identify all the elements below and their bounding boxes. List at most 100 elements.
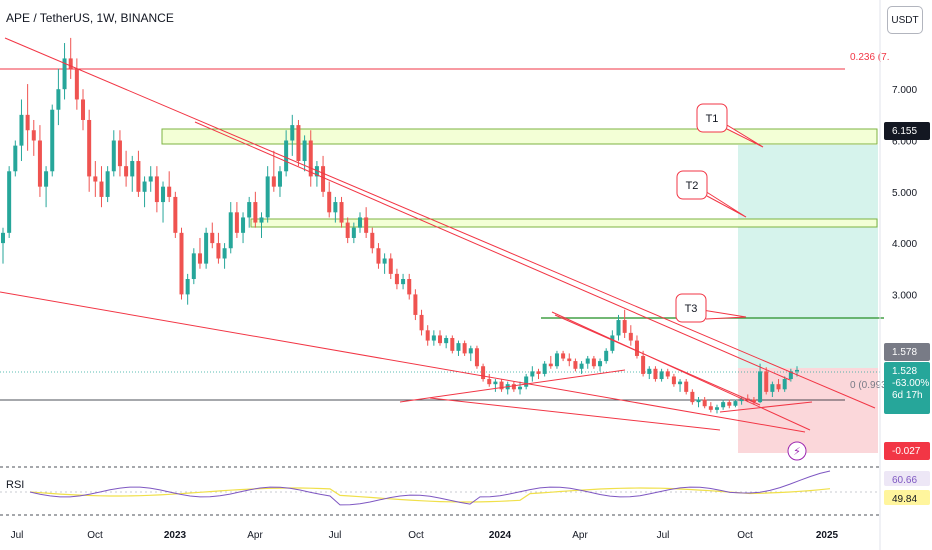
- rsi-ma-line: [29, 487, 831, 503]
- callout-pointer: [696, 185, 747, 218]
- candle-body: [425, 330, 430, 341]
- candle-body: [659, 371, 664, 380]
- candle-body: [444, 338, 449, 344]
- currency-button[interactable]: USDT: [887, 6, 923, 34]
- candle-body: [74, 68, 79, 100]
- candle-body: [154, 176, 159, 203]
- candle-body: [93, 176, 98, 182]
- candle-body: [37, 140, 42, 187]
- candle-body: [665, 371, 670, 377]
- candle-body: [259, 217, 264, 223]
- candle-body: [598, 361, 603, 367]
- candle-body: [542, 363, 547, 374]
- candle-body: [142, 181, 147, 192]
- candle-body: [210, 232, 215, 244]
- candle-body: [684, 381, 689, 392]
- fib-0-label: 0 (0.993): [850, 380, 890, 391]
- candle-body: [185, 279, 190, 295]
- candle-body: [739, 398, 744, 402]
- candle-body: [776, 384, 781, 390]
- candle-body: [62, 58, 67, 90]
- candle-body: [764, 371, 769, 392]
- callout-label: T3: [685, 303, 698, 315]
- candle-body: [241, 217, 246, 233]
- trendline-5: [429, 397, 721, 431]
- candle-body: [376, 248, 381, 264]
- candle-body: [641, 355, 646, 374]
- candle-body: [345, 222, 350, 238]
- candle-body: [770, 384, 775, 392]
- candle-body: [124, 166, 129, 177]
- x-tick-label: 2023: [164, 530, 187, 541]
- y-tick-label: 7.000: [892, 85, 917, 96]
- candle-body: [591, 358, 596, 367]
- y-tick-label: 5.000: [892, 188, 917, 199]
- candle-body: [585, 358, 590, 364]
- target-callout-3: T3: [675, 293, 747, 323]
- candle-body: [604, 350, 609, 362]
- candle-body: [653, 368, 658, 380]
- candle-body: [782, 379, 787, 390]
- candle-body: [573, 361, 578, 369]
- rsi-value-badge-text: 60.66: [892, 475, 917, 486]
- candle-body: [493, 381, 498, 385]
- candle-body: [721, 402, 726, 408]
- candle-body: [696, 399, 701, 403]
- candle-body: [284, 140, 289, 172]
- candle-body: [733, 401, 738, 406]
- last-price-badge-text: 6d 17h: [892, 390, 923, 401]
- candle-body: [468, 348, 473, 354]
- candle-body: [678, 381, 683, 385]
- candle-body: [671, 376, 676, 385]
- last-price-badge: 1.528-63.00%6d 17h: [884, 362, 930, 414]
- candle-body: [351, 227, 356, 238]
- candle-body: [567, 358, 572, 362]
- candle-body: [499, 381, 504, 390]
- fib-0236-label: 0.236 (7.: [850, 52, 889, 63]
- candle-body: [247, 202, 252, 218]
- candle-body: [19, 114, 24, 146]
- candle-body: [68, 58, 73, 69]
- candle-body: [13, 145, 18, 172]
- x-tick-label: Jul: [657, 530, 670, 541]
- target-callout-1: T1: [696, 103, 764, 148]
- candle-body: [708, 406, 713, 410]
- candle-body: [179, 232, 184, 295]
- candle-body: [388, 258, 393, 274]
- stop-badge-text: -0.027: [892, 446, 921, 457]
- last-price-badge-bg: [884, 362, 930, 414]
- candle-body: [216, 243, 221, 259]
- candle-body: [634, 340, 639, 356]
- candle-body: [702, 399, 707, 407]
- candle-body: [357, 217, 362, 228]
- high-badge-text: 1.578: [892, 347, 917, 358]
- last-price-badge-text: -63.00%: [892, 378, 929, 389]
- candle-body: [727, 402, 732, 406]
- candle-body: [456, 343, 461, 351]
- trendline-2: [194, 121, 791, 381]
- candle-body: [290, 125, 295, 141]
- x-tick-label: Oct: [87, 530, 103, 541]
- candle-body: [450, 338, 455, 351]
- candle-body: [647, 368, 652, 374]
- candle-body: [296, 125, 301, 162]
- candle-body: [204, 232, 209, 264]
- rsi-ma-badge: 49.84: [884, 490, 930, 505]
- top-target-badge: 6.155: [884, 122, 930, 140]
- candle-body: [407, 279, 412, 295]
- candle-body: [431, 335, 436, 341]
- stop-badge: -0.027: [884, 442, 930, 460]
- lightning-icon: [787, 441, 807, 461]
- rsi-label: RSI: [6, 479, 25, 491]
- candle-body: [714, 407, 719, 410]
- x-tick-label: 2024: [489, 530, 512, 541]
- candle-body: [579, 363, 584, 369]
- target-zone: [738, 145, 878, 368]
- x-tick-label: Jul: [11, 530, 24, 541]
- candle-body: [622, 320, 627, 333]
- candle-body: [253, 202, 258, 223]
- candle-body: [462, 343, 467, 354]
- rsi-ma-badge-text: 49.84: [892, 494, 917, 505]
- trendline-4: [399, 369, 626, 403]
